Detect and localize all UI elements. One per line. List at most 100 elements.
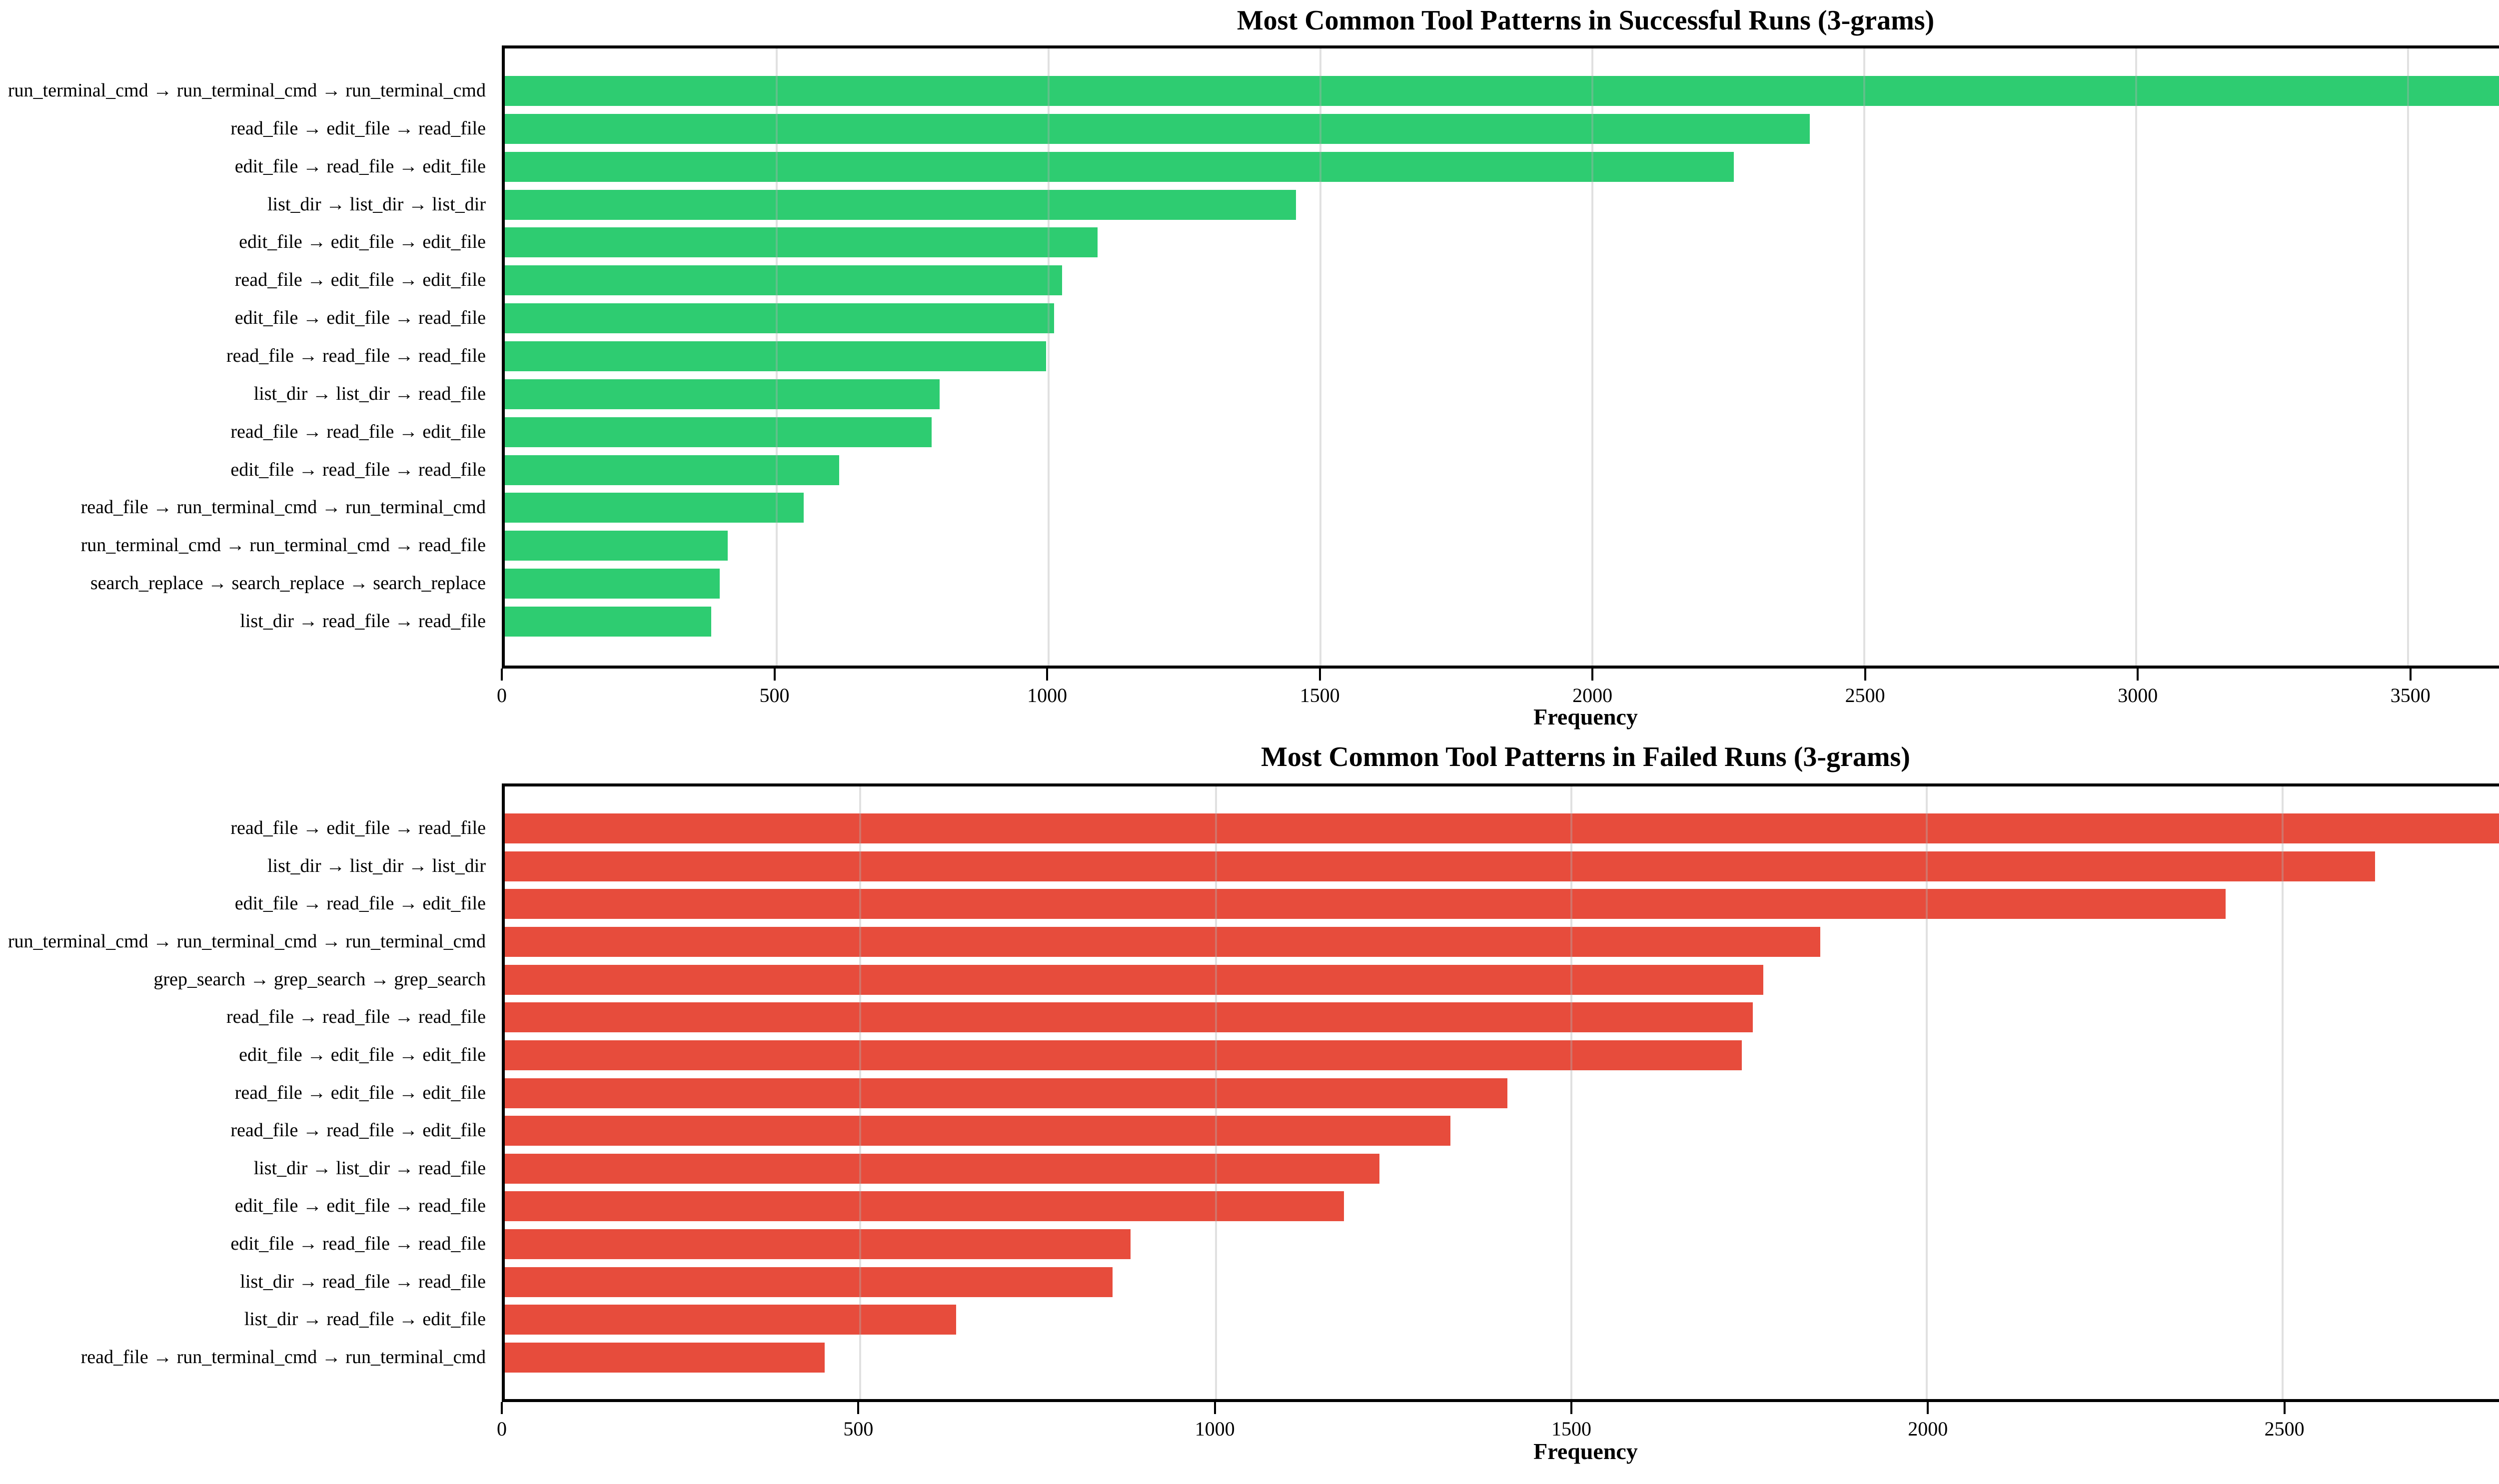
tick-mark-1000 [1214,1402,1216,1414]
gridline-1000 [1215,786,1217,1399]
bar-10 [505,455,840,485]
bar-6 [505,1040,1742,1070]
category-label: edit_file → read_file → read_file [230,459,486,480]
tick-mark-500 [773,669,776,681]
bar-1 [505,851,2375,881]
bar-12 [505,1267,1113,1297]
gridline-3000 [2135,48,2138,666]
tick-label-0: 0 [497,684,507,707]
bar-13 [505,1305,957,1335]
category-label: list_dir → list_dir → list_dir [267,193,486,215]
category-label: list_dir → list_dir → list_dir [267,855,486,876]
category-label: read_file → read_file → read_file [226,345,486,367]
category-label: read_file → read_file → edit_file [230,1120,486,1141]
plot-area [502,45,2499,669]
bar-11 [505,1229,1131,1260]
y-axis-labels: read_file → edit_file → read_file list_di… [0,783,486,1402]
tick-mark-3500 [2409,669,2412,681]
bar-4 [505,964,1764,995]
tick-label-1000: 1000 [1195,1418,1235,1440]
gridline-1500 [1570,786,1573,1399]
tick-mark-1500 [1318,669,1321,681]
gridline-1000 [1048,48,1050,666]
category-label: run_terminal_cmd → run_terminal_cmd → re… [80,535,486,556]
category-label: list_dir → read_file → read_file [240,611,486,632]
gridline-2500 [2281,786,2284,1399]
bar-7 [505,1078,1507,1108]
category-label: run_terminal_cmd → run_terminal_cmd → ru… [7,80,486,101]
bar-1 [505,113,1810,144]
tick-mark-0 [501,1402,503,1414]
bar-2 [505,151,1734,182]
bar-13 [505,569,720,599]
chart-title: Most Common Tool Patterns in Failed Runs… [1261,742,1910,772]
tick-label-1000: 1000 [1027,684,1068,707]
tick-label-2500: 2500 [1845,684,1885,707]
gridline-2000 [1926,786,1928,1399]
tick-mark-3000 [2137,669,2139,681]
category-label: edit_file → edit_file → read_file [234,307,486,329]
x-axis-label: Frequency [1533,704,1638,730]
category-label: list_dir → list_dir → read_file [253,383,486,404]
bar-14 [505,1343,825,1373]
tick-label-2000: 2000 [1908,1418,1948,1440]
category-label: read_file → run_terminal_cmd → run_termi… [80,497,486,518]
gridline-2000 [1591,48,1594,666]
category-label: edit_file → edit_file → edit_file [239,231,486,253]
plot-area [502,783,2499,1402]
category-label: read_file → edit_file → edit_file [234,1082,486,1103]
category-label: edit_file → edit_file → edit_file [239,1044,486,1065]
category-label: read_file → edit_file → read_file [230,817,486,839]
x-axis-label: Frequency [1533,1439,1638,1464]
tick-label-500: 500 [759,684,790,707]
category-label: search_replace → search_replace → search… [90,573,486,594]
bar-12 [505,531,728,561]
category-label: read_file → edit_file → read_file [230,117,486,139]
tick-mark-2500 [2283,1402,2286,1414]
category-label: edit_file → edit_file → read_file [234,1195,486,1217]
bar-6 [505,303,1054,334]
tick-mark-0 [501,669,503,681]
bar-5 [505,265,1063,296]
category-label: run_terminal_cmd → run_terminal_cmd → ru… [7,931,486,952]
tick-label-1500: 1500 [1299,684,1340,707]
bar-3 [505,189,1296,220]
x-axis: 0 500 1000 1500 2000 2500 3000 3500 [497,669,2499,714]
category-label: read_file → edit_file → edit_file [234,269,486,291]
bar-3 [505,926,1820,957]
category-label: list_dir → list_dir → read_file [253,1157,486,1179]
bar-8 [505,1116,1451,1146]
category-label: edit_file → read_file → edit_file [234,893,486,914]
category-label: read_file → run_terminal_cmd → run_termi… [80,1347,486,1368]
bar-8 [505,379,940,409]
tick-label-500: 500 [843,1418,874,1440]
category-label: read_file → read_file → read_file [226,1006,486,1028]
bar-7 [505,341,1046,371]
bar-14 [505,607,712,637]
gridline-500 [859,786,862,1399]
tick-label-1500: 1500 [1551,1418,1591,1440]
tick-mark-500 [857,1402,860,1414]
gridline-500 [776,48,778,666]
y-axis-labels: run_terminal_cmd → run_terminal_cmd → ru… [0,45,486,669]
bar-4 [505,227,1098,258]
tick-label-3500: 3500 [2390,684,2431,707]
tick-mark-2000 [1927,1402,1929,1414]
bar-2 [505,889,2226,919]
gridline-2500 [1863,48,1866,666]
category-label: edit_file → read_file → read_file [230,1233,486,1255]
bar-5 [505,1002,1753,1033]
tick-label-3000: 3000 [2118,684,2158,707]
tick-mark-2500 [1864,669,1866,681]
tick-mark-1500 [1570,1402,1572,1414]
category-label: list_dir → read_file → edit_file [244,1309,486,1330]
bar-9 [505,1153,1379,1184]
tick-label-0: 0 [497,1418,507,1440]
tick-label-2000: 2000 [1572,684,1613,707]
tick-mark-1000 [1046,669,1049,681]
gridline-3500 [2407,48,2410,666]
bar-11 [505,493,804,523]
